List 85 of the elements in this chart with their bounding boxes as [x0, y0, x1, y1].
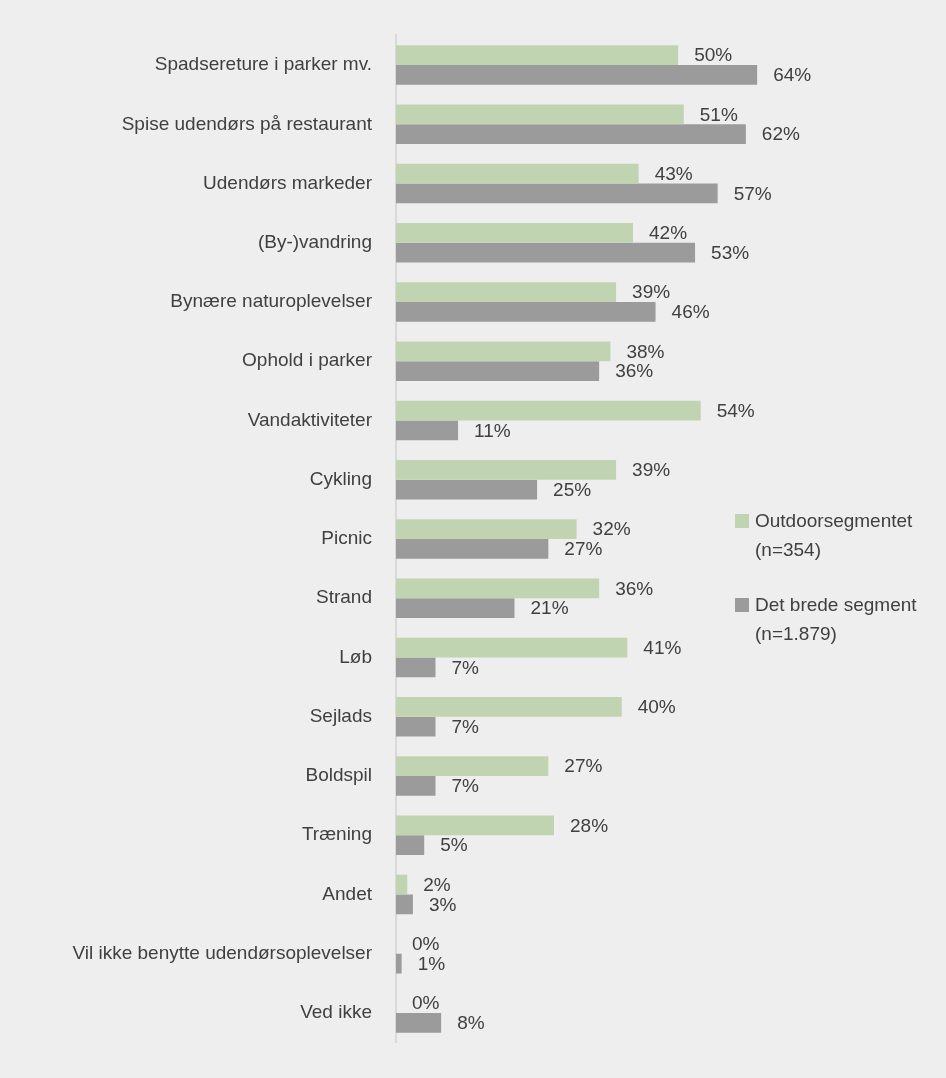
data-label: 0% — [412, 992, 440, 1014]
bar — [396, 716, 436, 737]
y-tick-label: Boldspil — [305, 764, 372, 786]
bar — [396, 124, 746, 145]
data-label: 39% — [632, 459, 671, 481]
data-label: 38% — [626, 340, 665, 362]
bar — [396, 598, 515, 619]
data-label: 39% — [632, 281, 671, 303]
bar — [396, 420, 459, 441]
bar — [396, 183, 718, 204]
data-label: 41% — [643, 636, 682, 658]
data-label: 42% — [649, 222, 688, 244]
data-label: 25% — [553, 478, 592, 500]
bar — [396, 815, 554, 836]
bar — [396, 539, 549, 559]
data-label: 0% — [412, 933, 440, 955]
data-label: 43% — [654, 162, 693, 184]
data-label: 32% — [592, 518, 631, 540]
bar — [396, 459, 617, 480]
bar — [396, 104, 684, 125]
y-tick-label: Sejlads — [309, 704, 372, 726]
data-label: 50% — [694, 44, 733, 66]
y-tick-label: Vandaktiviteter — [247, 408, 373, 430]
y-tick-label: Træning — [301, 823, 372, 845]
bar — [396, 302, 656, 322]
data-label: 36% — [615, 360, 654, 382]
data-label: 46% — [671, 301, 710, 323]
data-label: 53% — [711, 241, 750, 263]
bar — [396, 361, 600, 382]
data-label: 27% — [564, 538, 603, 560]
y-tick-label: Spise udendørs på restaurant — [121, 112, 373, 134]
y-tick-label: Vil ikke benytte udendørsoplevelser — [72, 941, 373, 963]
bar — [396, 894, 413, 915]
data-label: 27% — [564, 755, 603, 777]
data-label: 51% — [699, 103, 738, 125]
data-label: 54% — [716, 399, 755, 421]
bar — [396, 775, 436, 796]
y-tick-label: Ved ikke — [300, 1001, 372, 1023]
bar — [396, 242, 696, 263]
y-tick-label: Løb — [339, 645, 372, 667]
y-tick-label: Ophold i parker — [242, 349, 373, 371]
bar — [396, 835, 425, 855]
bar — [396, 519, 577, 539]
bar — [396, 756, 549, 776]
bar — [396, 65, 758, 85]
y-tick-label: Bynære naturoplevelser — [170, 290, 373, 312]
data-label: 40% — [637, 696, 676, 718]
bar — [396, 400, 701, 421]
legend-label: Det brede segment (n=1.879) — [755, 593, 918, 646]
data-label: 28% — [570, 814, 609, 836]
bar — [396, 163, 639, 184]
bar — [396, 479, 538, 500]
data-label: 21% — [530, 597, 569, 619]
bar — [396, 223, 633, 243]
bar — [396, 637, 628, 658]
y-tick-label: Strand — [316, 586, 372, 608]
legend-label: Outdoorsegmentet (n=354) — [755, 509, 914, 562]
data-label: 3% — [428, 893, 457, 915]
data-label: 36% — [615, 577, 654, 599]
data-label: 2% — [423, 873, 451, 895]
bar — [396, 282, 617, 303]
data-label: 62% — [761, 123, 800, 145]
y-tick-label: Spadsereture i parker mv. — [154, 53, 372, 75]
bar — [396, 874, 408, 895]
data-label: 5% — [440, 834, 468, 856]
y-tick-label: Udendørs markeder — [203, 171, 373, 193]
y-tick-label: Picnic — [321, 527, 372, 549]
data-label: 57% — [733, 182, 772, 204]
bar — [396, 1012, 442, 1033]
data-label: 1% — [417, 952, 446, 974]
bar — [396, 341, 611, 362]
bar — [396, 578, 600, 599]
data-label: 64% — [773, 64, 812, 86]
data-label: 7% — [451, 715, 480, 737]
bar — [396, 657, 436, 678]
bar — [396, 45, 679, 66]
y-tick-label: Andet — [322, 882, 373, 904]
data-label: 11% — [474, 419, 511, 441]
bar — [396, 953, 402, 974]
data-label: 7% — [451, 775, 480, 797]
bar — [396, 696, 622, 717]
data-label: 8% — [457, 1012, 485, 1034]
y-tick-label: (By-)vandring — [257, 231, 372, 252]
y-tick-label: Cykling — [309, 467, 372, 489]
data-label: 7% — [451, 656, 480, 678]
